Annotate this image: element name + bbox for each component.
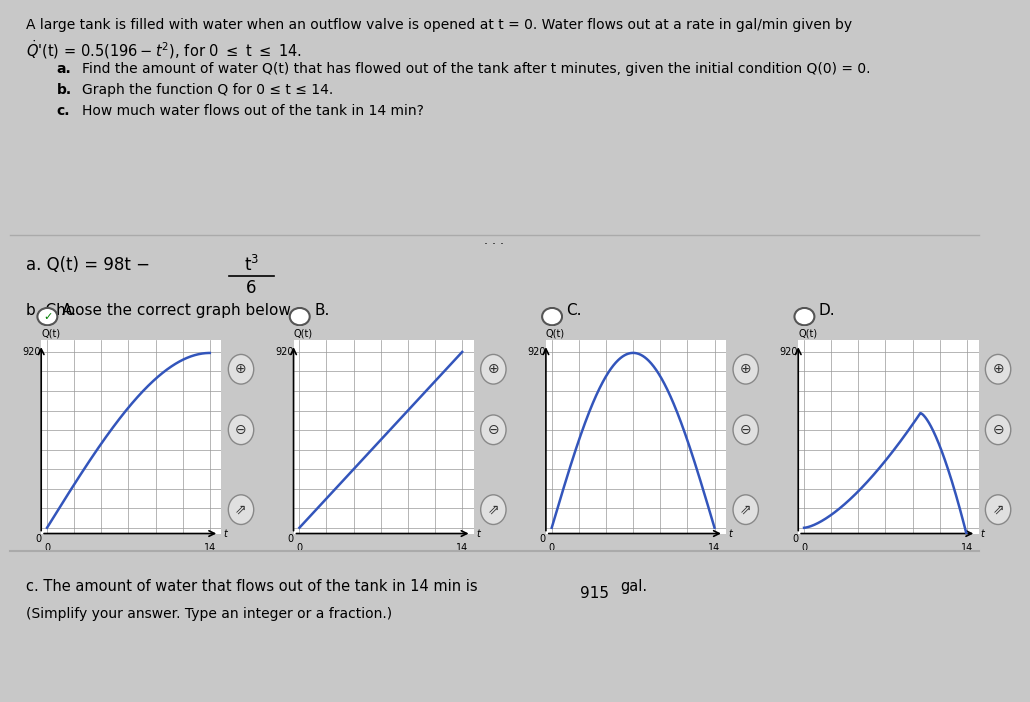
Circle shape (986, 355, 1010, 384)
Text: 6: 6 (246, 279, 256, 298)
Text: 14: 14 (961, 543, 973, 553)
Circle shape (289, 308, 310, 325)
Circle shape (733, 355, 758, 384)
Text: 14: 14 (456, 543, 469, 553)
Text: b. Choose the correct graph below.: b. Choose the correct graph below. (26, 303, 295, 318)
Circle shape (542, 308, 562, 325)
Text: Q(t): Q(t) (41, 329, 61, 338)
Text: Q(t): Q(t) (798, 329, 818, 338)
Text: ⊕: ⊕ (235, 362, 247, 376)
Text: gal.: gal. (620, 579, 647, 594)
Text: ⊕: ⊕ (992, 362, 1004, 376)
Text: 915: 915 (580, 585, 609, 601)
Text: 920: 920 (275, 347, 294, 357)
Text: $\dot{Q}$'(t) = 0.5$\left(196 - t^2\right)$, for 0 $\leq$ t $\leq$ 14.: $\dot{Q}$'(t) = 0.5$\left(196 - t^2\righ… (26, 39, 302, 62)
Text: . . .: . . . (484, 234, 505, 246)
Text: 920: 920 (780, 347, 798, 357)
Text: A large tank is filled with water when an outflow valve is opened at t = 0. Wate: A large tank is filled with water when a… (26, 18, 852, 32)
Circle shape (229, 495, 253, 524)
Circle shape (986, 495, 1010, 524)
Circle shape (481, 355, 506, 384)
Circle shape (733, 415, 758, 444)
Text: 0: 0 (297, 543, 303, 553)
Text: 14: 14 (709, 543, 721, 553)
Text: ⇗: ⇗ (487, 503, 500, 517)
Text: ⊖: ⊖ (992, 423, 1004, 437)
Text: t: t (728, 529, 732, 538)
Text: How much water flows out of the tank in 14 min?: How much water flows out of the tank in … (82, 104, 424, 118)
Circle shape (794, 308, 815, 325)
Text: B.: B. (314, 303, 330, 319)
Circle shape (481, 415, 506, 444)
Text: c.: c. (57, 104, 70, 118)
Text: ⊖: ⊖ (235, 423, 247, 437)
Text: D.: D. (819, 303, 835, 319)
Text: Find the amount of water Q(t) that has flowed out of the tank after t minutes, g: Find the amount of water Q(t) that has f… (82, 62, 871, 76)
Text: Graph the function Q for 0 ≤ t ≤ 14.: Graph the function Q for 0 ≤ t ≤ 14. (82, 83, 334, 97)
Text: 0: 0 (35, 534, 41, 543)
Text: 0: 0 (287, 534, 294, 543)
Text: (Simplify your answer. Type an integer or a fraction.): (Simplify your answer. Type an integer o… (26, 607, 391, 621)
Text: ⊖: ⊖ (740, 423, 752, 437)
Text: a. Q(t) = 98t −: a. Q(t) = 98t − (26, 256, 149, 274)
Text: Q(t): Q(t) (546, 329, 565, 338)
Text: 920: 920 (527, 347, 546, 357)
Text: ⊕: ⊕ (740, 362, 752, 376)
Circle shape (481, 495, 506, 524)
Text: 0: 0 (801, 543, 808, 553)
Text: b.: b. (57, 83, 72, 97)
Text: t$^3$: t$^3$ (244, 255, 259, 275)
Circle shape (229, 355, 253, 384)
Text: ⊕: ⊕ (487, 362, 500, 376)
Circle shape (37, 308, 58, 325)
Text: 0: 0 (540, 534, 546, 543)
Text: Q(t): Q(t) (294, 329, 313, 338)
Text: 0: 0 (549, 543, 555, 553)
Text: ⊖: ⊖ (487, 423, 500, 437)
Text: t: t (224, 529, 228, 538)
Circle shape (229, 415, 253, 444)
Text: 920: 920 (23, 347, 41, 357)
Text: C.: C. (566, 303, 582, 319)
Text: ⇗: ⇗ (992, 503, 1004, 517)
Text: 0: 0 (792, 534, 798, 543)
Text: 0: 0 (44, 543, 50, 553)
Text: t: t (476, 529, 480, 538)
Text: ⇗: ⇗ (235, 503, 247, 517)
Text: c. The amount of water that flows out of the tank in 14 min is: c. The amount of water that flows out of… (26, 579, 477, 594)
Circle shape (986, 415, 1010, 444)
Text: ⇗: ⇗ (740, 503, 752, 517)
Text: A.: A. (62, 303, 77, 319)
Text: ✓: ✓ (43, 312, 53, 322)
Text: 14: 14 (204, 543, 216, 553)
Text: a.: a. (57, 62, 71, 76)
Text: t: t (981, 529, 985, 538)
Circle shape (733, 495, 758, 524)
